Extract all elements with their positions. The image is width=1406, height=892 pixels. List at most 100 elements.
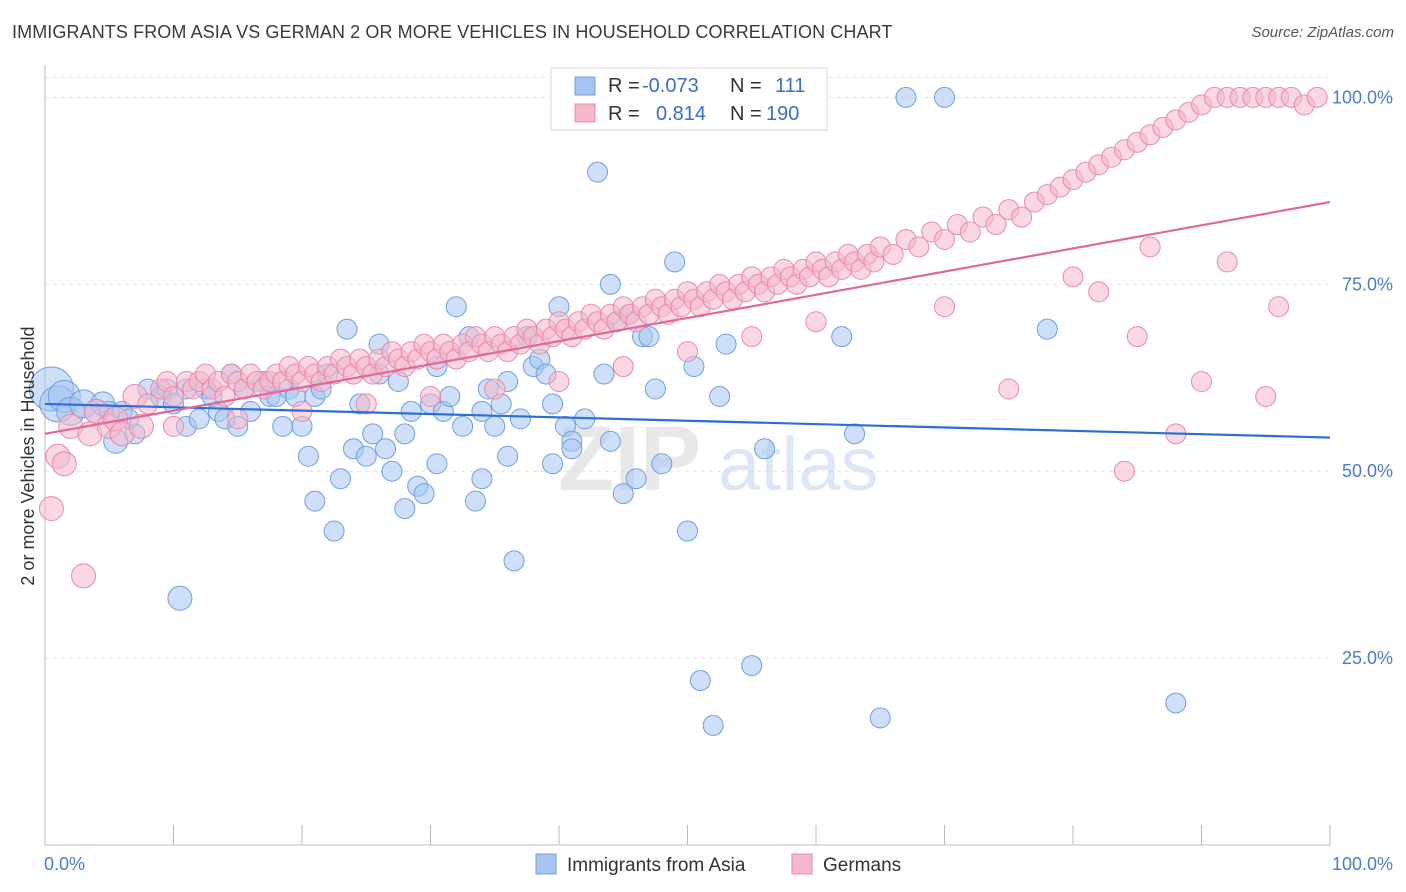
y-tick-label: 50.0% [1342,461,1393,481]
source-label: Source: ZipAtlas.com [1251,24,1394,41]
germans-point [959,221,981,243]
asia-point [593,363,615,385]
asia-trend-line [44,402,1331,439]
asia-point [542,393,564,415]
asia-point [831,326,853,348]
asia-point [715,333,737,355]
asia-point [400,400,422,422]
germans-point [882,243,904,265]
series-legend: Immigrants from Asia Germans [535,853,901,876]
germans-point [227,408,249,430]
asia-point [599,273,621,295]
legend-n-value-2: 190 [766,103,799,125]
legend-r-label-1: R = [608,75,640,97]
asia-point [336,318,358,340]
germans-point [420,385,441,407]
asia-point [471,468,493,490]
germans-point [1139,236,1161,258]
legend-item-germans: Germans [823,855,901,876]
asia-point [1165,692,1187,714]
asia-point [895,86,917,108]
asia-point [1036,318,1058,340]
asia-point [561,438,583,460]
legend-r-label-2: R = [608,103,640,125]
germans-point [1062,266,1084,288]
asia-point [638,326,660,348]
asia-point [625,468,647,490]
asia-point [439,385,461,407]
germans-point [1126,326,1148,348]
y-axis-label: 2 or more Vehicles in Household [18,326,38,585]
germans-point [548,371,570,393]
germans-trend-line [44,201,1331,435]
asia-point [272,415,294,437]
legend-r-value-1: -0.073 [642,75,699,97]
asia-point [844,423,866,445]
asia-point [689,670,711,692]
series-germans [38,86,1328,589]
watermark: ZIP atlas [558,408,879,510]
asia-point [167,585,193,611]
chart-title: IMMIGRANTS FROM ASIA VS GERMAN 2 OR MORE… [12,22,893,42]
legend-swatch-pink [574,103,596,123]
germans-point [612,356,634,378]
germans-point [128,413,154,439]
legend-n-label-2: N = [730,103,762,125]
germans-point [1268,296,1290,318]
legend-item-germans-swatch [791,853,813,875]
asia-point [464,490,486,512]
asia-point [644,378,666,400]
legend-swatch-blue [574,76,596,96]
x-tick-label: 100.0% [1332,854,1393,874]
germans-point [51,451,77,477]
germans-point [355,393,377,415]
asia-point [484,415,506,437]
germans-point [934,296,955,318]
asia-point [304,490,326,512]
germans-point [908,236,930,258]
asia-point [426,453,448,475]
germans-point [38,496,64,522]
asia-point [869,707,891,729]
germans-point [998,378,1020,400]
y-tick-label: 25.0% [1342,648,1393,668]
asia-point [934,86,955,108]
correlation-legend: R = -0.073 N = 111 R = 0.814 N = 190 [550,67,828,131]
axes [44,65,1331,846]
y-tick-labels: 25.0% 50.0% 75.0% 100.0% [1332,87,1393,668]
x-tick-labels: 0.0% 100.0% [44,854,1393,874]
germans-point [934,228,955,250]
asia-point [375,438,397,460]
legend-item-asia: Immigrants from Asia [567,855,746,876]
asia-point [394,423,416,445]
asia-point [413,483,435,505]
germans-point [1011,206,1033,228]
asia-point [355,445,377,467]
asia-point [188,408,210,430]
asia-point [497,445,519,467]
germans-point [741,326,763,348]
asia-point [503,550,525,572]
asia-point [599,430,621,452]
germans-point [1255,385,1277,407]
germans-point [1216,251,1238,273]
germans-point [805,311,827,333]
germans-point [1088,281,1110,303]
asia-point [452,415,474,437]
asia-point [445,296,467,318]
asia-point [394,498,416,520]
asia-point [651,453,673,475]
x-tick-label: 0.0% [44,854,85,874]
germans-point [71,563,97,589]
legend-r-value-2: 0.814 [656,103,706,125]
legend-n-label-1: N = [730,75,762,97]
asia-point [587,161,609,183]
germans-point [677,341,698,363]
legend-n-value-1: 111 [775,75,805,97]
asia-point [702,714,724,736]
germans-point [985,214,1007,236]
asia-point [323,520,345,542]
asia-point [330,468,352,490]
asia-point [709,385,731,407]
